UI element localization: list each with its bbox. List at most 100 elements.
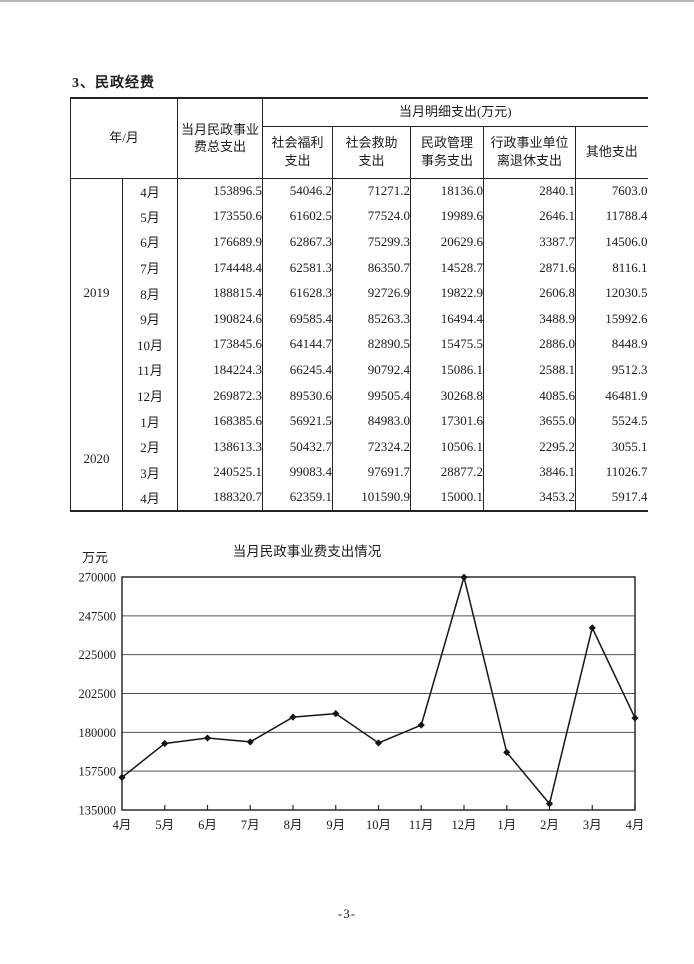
value-cell: 19989.6	[410, 203, 484, 230]
value-cell: 20629.6	[410, 229, 484, 255]
value-cell: 3846.1	[483, 459, 576, 486]
value-cell: 30268.8	[410, 382, 484, 409]
value-cell: 28877.2	[410, 459, 484, 486]
table-row: 3月 240525.1 99083.4 97691.7 28877.2 3846.1 110…	[71, 459, 648, 486]
value-cell: 69585.4	[262, 305, 333, 332]
value-cell: 82890.5	[332, 331, 411, 358]
table-row: 2月 138613.3 50432.7 72324.2 10506.1 2295.2 305…	[71, 433, 648, 460]
value-cell: 15000.1	[410, 485, 484, 511]
svg-text:4月: 4月	[113, 818, 132, 832]
value-cell: 99505.4	[332, 382, 411, 409]
value-cell: 17301.6	[410, 408, 484, 434]
table-row: 12月 269872.3 89530.6 99505.4 30268.8 4085.6 46…	[71, 382, 648, 409]
month-cell: 6月	[122, 229, 178, 255]
header-detail-span: 当月明细支出(万元)	[262, 98, 648, 127]
month-cell: 7月	[122, 254, 178, 281]
svg-text:2月: 2月	[540, 818, 559, 832]
svg-text:202500: 202500	[79, 687, 117, 701]
value-cell: 15475.5	[410, 331, 484, 358]
value-cell: 99083.4	[262, 459, 333, 486]
value-cell: 77524.0	[332, 203, 411, 230]
value-cell: 269872.3	[177, 382, 263, 409]
value-cell: 62359.1	[262, 485, 333, 511]
value-cell: 173845.6	[177, 331, 263, 358]
value-cell: 75299.3	[332, 229, 411, 255]
value-cell: 61602.5	[262, 203, 333, 230]
value-cell: 3387.7	[483, 229, 576, 255]
value-cell: 3453.2	[483, 485, 576, 511]
table-row: 11月 184224.3 66245.4 90792.4 15086.1 2588.1 95…	[71, 357, 648, 383]
value-cell: 153896.5	[177, 178, 263, 204]
value-cell: 2840.1	[483, 178, 576, 204]
svg-text:6月: 6月	[198, 818, 217, 832]
page-number: -3-	[337, 906, 357, 921]
value-cell: 188320.7	[177, 485, 263, 511]
value-cell: 19822.9	[410, 280, 484, 306]
value-cell: 16494.4	[410, 305, 484, 332]
svg-text:3月: 3月	[583, 818, 602, 832]
scan-edge-artifact	[0, 0, 694, 2]
value-cell: 240525.1	[177, 459, 263, 486]
table-body: 2019 4月 153896.5 54046.2 71271.2 18136.0 2840.…	[70, 178, 648, 511]
header-social-welfare: 社会福利 支出	[262, 126, 333, 179]
month-cell: 8月	[122, 280, 178, 306]
value-cell: 138613.3	[177, 433, 263, 460]
value-cell: 15992.6	[605, 310, 648, 326]
value-cell: 11026.7	[605, 464, 648, 480]
value-cell: 18136.0	[410, 178, 484, 204]
svg-text:270000: 270000	[79, 571, 117, 585]
table-row: 7月 174448.4 62581.3 86350.7 14528.7 2871.6 811…	[71, 254, 648, 281]
table-header: 年/月 当月民政事业 费总支出 当月明细支出(万元) 社会福利 支出 社会救助 …	[70, 98, 648, 179]
year-cell: 2019	[70, 178, 123, 409]
value-cell: 71271.2	[332, 178, 411, 204]
value-cell: 173550.6	[177, 203, 263, 230]
month-cell: 5月	[122, 203, 178, 230]
svg-text:4月: 4月	[626, 818, 645, 832]
header-admin-affairs: 民政管理 事务支出	[410, 126, 484, 179]
month-cell: 11月	[122, 357, 178, 383]
value-cell: 54046.2	[262, 178, 333, 204]
svg-text:5月: 5月	[155, 818, 174, 832]
table-row: 2019 4月 153896.5 54046.2 71271.2 18136.0 2840.…	[70, 178, 648, 409]
table-row: 4月 188320.7 62359.1 101590.9 15000.1 3453.2 59…	[71, 485, 648, 511]
value-cell: 2295.2	[483, 433, 576, 460]
value-cell: 15086.1	[410, 357, 484, 383]
svg-text:12月: 12月	[451, 818, 476, 832]
value-cell: 97691.7	[332, 459, 411, 486]
value-cell: 62581.3	[262, 254, 333, 281]
table-row: 6月 176689.9 62867.3 75299.3 20629.6 3387.7 145…	[71, 229, 648, 255]
value-cell: 3655.0	[483, 408, 576, 434]
value-cell: 3488.9	[483, 305, 576, 332]
header-other: 其他支出	[575, 126, 648, 179]
value-cell: 2588.1	[483, 357, 576, 383]
value-cell: 184224.3	[177, 357, 263, 383]
value-cell: 190824.6	[177, 305, 263, 332]
month-cell: 10月	[122, 331, 178, 358]
value-cell: 174448.4	[177, 254, 263, 281]
svg-text:7月: 7月	[241, 818, 260, 832]
value-cell: 101590.9	[332, 485, 411, 511]
month-cell: 1月	[122, 408, 178, 434]
table-row: 8月 188815.4 61628.3 92726.9 19822.9 2606.8 120…	[71, 280, 648, 306]
svg-text:8月: 8月	[284, 818, 303, 832]
chart-title: 当月民政事业费支出情况	[232, 544, 382, 559]
value-cell: 46481.9	[605, 387, 648, 403]
value-cell: 62867.3	[262, 229, 333, 255]
value-cell: 2646.1	[483, 203, 576, 230]
month-cell: 12月	[122, 382, 178, 409]
month-cell: 2月	[122, 433, 178, 460]
value-cell: 84983.0	[332, 408, 411, 434]
value-cell: 14506.0	[605, 233, 648, 249]
table-row: 10月 173845.6 64144.7 82890.5 15475.5 2886.0 84…	[71, 331, 648, 358]
value-cell: 86350.7	[332, 254, 411, 281]
value-cell: 168385.6	[177, 408, 263, 434]
value-cell: 11788.4	[605, 208, 648, 224]
value-cell: 90792.4	[332, 357, 411, 383]
value-cell: 188815.4	[177, 280, 263, 306]
table-row: 2020 1月 168385.6 56921.5 84983.0 17301.6 3655.…	[70, 408, 648, 511]
value-cell: 2886.0	[483, 331, 576, 358]
value-cell: 10506.1	[410, 433, 484, 460]
header-total-expense: 当月民政事业 费总支出	[177, 98, 263, 179]
value-cell: 12030.5	[605, 285, 648, 301]
